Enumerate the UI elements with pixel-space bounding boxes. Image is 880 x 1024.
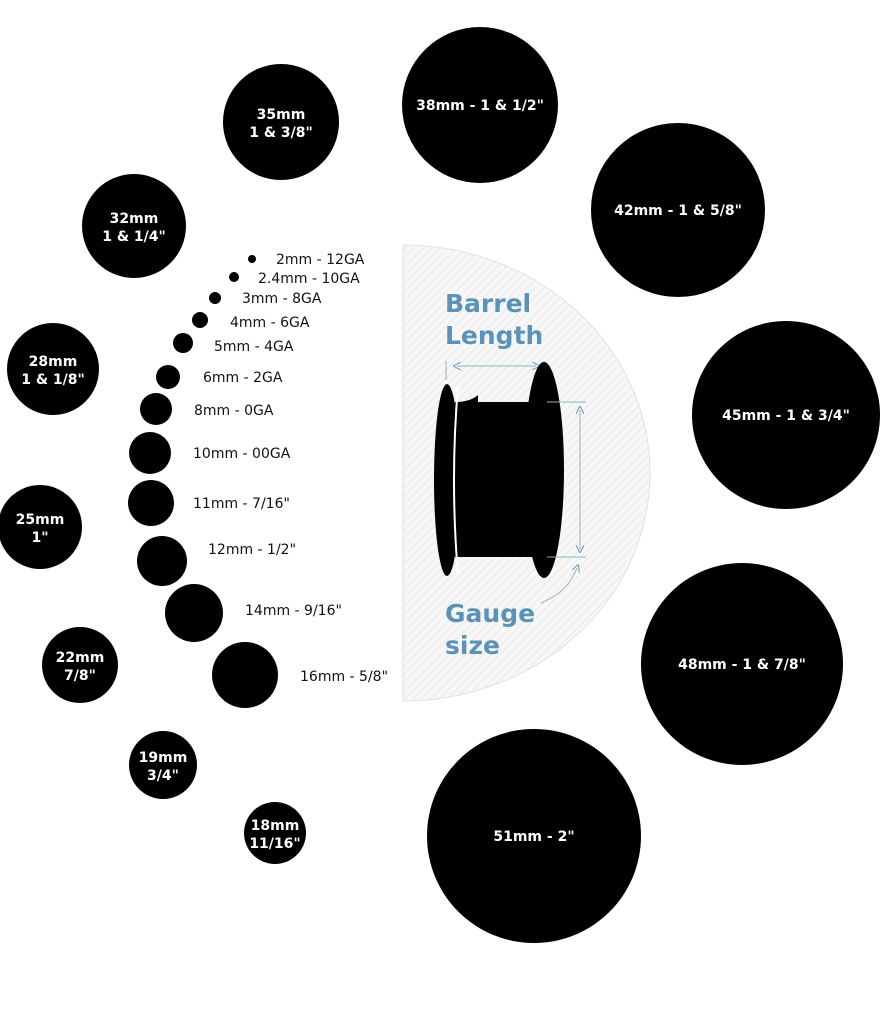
gauge-item: 35mm 1 & 3/8" — [223, 64, 339, 180]
gauge-label: 14mm - 9/16" — [245, 603, 342, 619]
gauge-item: 25mm 1" — [0, 485, 82, 569]
gauge-circle — [82, 174, 186, 278]
gauge-circle — [248, 255, 256, 263]
gauge-label-mm: 35mm — [257, 107, 306, 123]
gauge-label: 10mm - 00GA — [193, 446, 291, 462]
gauge-label-mm: 18mm — [251, 818, 300, 834]
gauge-circle — [641, 563, 843, 765]
small-gauge-group: 2mm - 12GA 2.4mm - 10GA 3mm - 8GA 4mm - 6GA… — [128, 252, 388, 708]
gauge-label: 2mm - 12GA — [276, 252, 365, 268]
gauge-pointer-arrow — [540, 568, 577, 604]
gauge-item: 14mm - 9/16" — [165, 584, 342, 642]
gauge-label-inch: 1 & 1/4" — [102, 229, 166, 245]
gauge-circle — [212, 642, 278, 708]
gauge-circle — [209, 292, 221, 304]
barrel-length-label-line1: Barrel — [445, 289, 531, 318]
gauge-circle — [129, 731, 197, 799]
gauge-circle — [591, 123, 765, 297]
gauge-label-inch: 1 & 1/8" — [21, 372, 85, 388]
gauge-circle — [137, 536, 187, 586]
gauge-circle — [402, 27, 558, 183]
gauge-item: 10mm - 00GA — [129, 432, 291, 474]
gauge-item: 2mm - 12GA — [248, 252, 365, 268]
gauge-item: 48mm - 1 & 7/8" — [641, 563, 843, 765]
gauge-item: 8mm - 0GA — [140, 393, 274, 425]
gauge-circle — [173, 333, 193, 353]
gauge-label-inch: 3/4" — [147, 768, 179, 784]
gauge-item: 18mm 11/16" — [244, 802, 306, 864]
gauge-label-mm: 28mm — [29, 354, 78, 370]
gauge-label-inch: 1 & 3/8" — [249, 125, 313, 141]
plug-icon — [434, 362, 564, 578]
gauge-item: 51mm - 2" — [427, 729, 641, 943]
gauge-label-mm: 22mm — [56, 650, 105, 666]
gauge-label: 16mm - 5/8" — [300, 669, 388, 685]
gauge-item: 2.4mm - 10GA — [229, 271, 360, 287]
gauge-item: 4mm - 6GA — [192, 312, 310, 331]
gauge-label-mm: 19mm — [139, 750, 188, 766]
gauge-item: 5mm - 4GA — [173, 333, 294, 355]
gauge-label: 48mm - 1 & 7/8" — [678, 657, 806, 673]
gauge-circle — [229, 272, 239, 282]
gauge-label: 4mm - 6GA — [230, 315, 310, 331]
gauge-label: 11mm - 7/16" — [193, 496, 290, 512]
gauge-item: 45mm - 1 & 3/4" — [692, 321, 880, 509]
gauge-size-label-line2: size — [445, 631, 500, 660]
gauge-circle — [165, 584, 223, 642]
gauge-label: 38mm - 1 & 1/2" — [416, 98, 544, 114]
gauge-circle — [223, 64, 339, 180]
gauge-label: 5mm - 4GA — [214, 339, 294, 355]
gauge-label: 12mm - 1/2" — [208, 542, 296, 558]
gauge-item: 28mm 1 & 1/8" — [7, 323, 99, 415]
gauge-item: 42mm - 1 & 5/8" — [591, 123, 765, 297]
gauge-circle — [244, 802, 306, 864]
barrel-length-label-line2: Length — [445, 321, 543, 350]
gauge-label: 8mm - 0GA — [194, 403, 274, 419]
gauge-circle — [42, 627, 118, 703]
gauge-label: 45mm - 1 & 3/4" — [722, 408, 850, 424]
gauge-label: 3mm - 8GA — [242, 291, 322, 307]
gauge-size-label-line1: Gauge — [445, 599, 535, 628]
gauge-circle — [128, 480, 174, 526]
gauge-item: 11mm - 7/16" — [128, 480, 290, 526]
gauge-label: 6mm - 2GA — [203, 370, 283, 386]
gauge-label: 51mm - 2" — [493, 829, 574, 845]
gauge-item: 32mm 1 & 1/4" — [82, 174, 186, 278]
gauge-item: 6mm - 2GA — [156, 365, 283, 389]
gauge-label: 2.4mm - 10GA — [258, 271, 360, 287]
gauge-circle — [192, 312, 208, 328]
gauge-circle — [140, 393, 172, 425]
gauge-circle — [7, 323, 99, 415]
gauge-item: 38mm - 1 & 1/2" — [402, 27, 558, 183]
gauge-item: 22mm 7/8" — [42, 627, 118, 703]
gauge-label-mm: 25mm — [16, 512, 65, 528]
large-gauge-group: 18mm 11/16" 19mm 3/4" 22mm 7/8" 25mm 1" 28mm 1 & … — [0, 27, 880, 943]
barrel-diagram-panel: Barrel Length Gauge size — [402, 244, 651, 702]
gauge-item: 19mm 3/4" — [129, 731, 197, 799]
gauge-circle — [692, 321, 880, 509]
gauge-label-inch: 11/16" — [249, 836, 300, 852]
gauge-circle — [0, 485, 82, 569]
gauge-label-inch: 7/8" — [64, 668, 96, 684]
gauge-item: 16mm - 5/8" — [212, 642, 388, 708]
gauge-label-inch: 1" — [31, 530, 48, 546]
gauge-label-mm: 32mm — [110, 211, 159, 227]
gauge-label: 42mm - 1 & 5/8" — [614, 203, 742, 219]
gauge-item: 3mm - 8GA — [209, 291, 322, 307]
gauge-circle — [156, 365, 180, 389]
gauge-circle — [427, 729, 641, 943]
gauge-item: 12mm - 1/2" — [137, 536, 296, 586]
gauge-circle — [129, 432, 171, 474]
